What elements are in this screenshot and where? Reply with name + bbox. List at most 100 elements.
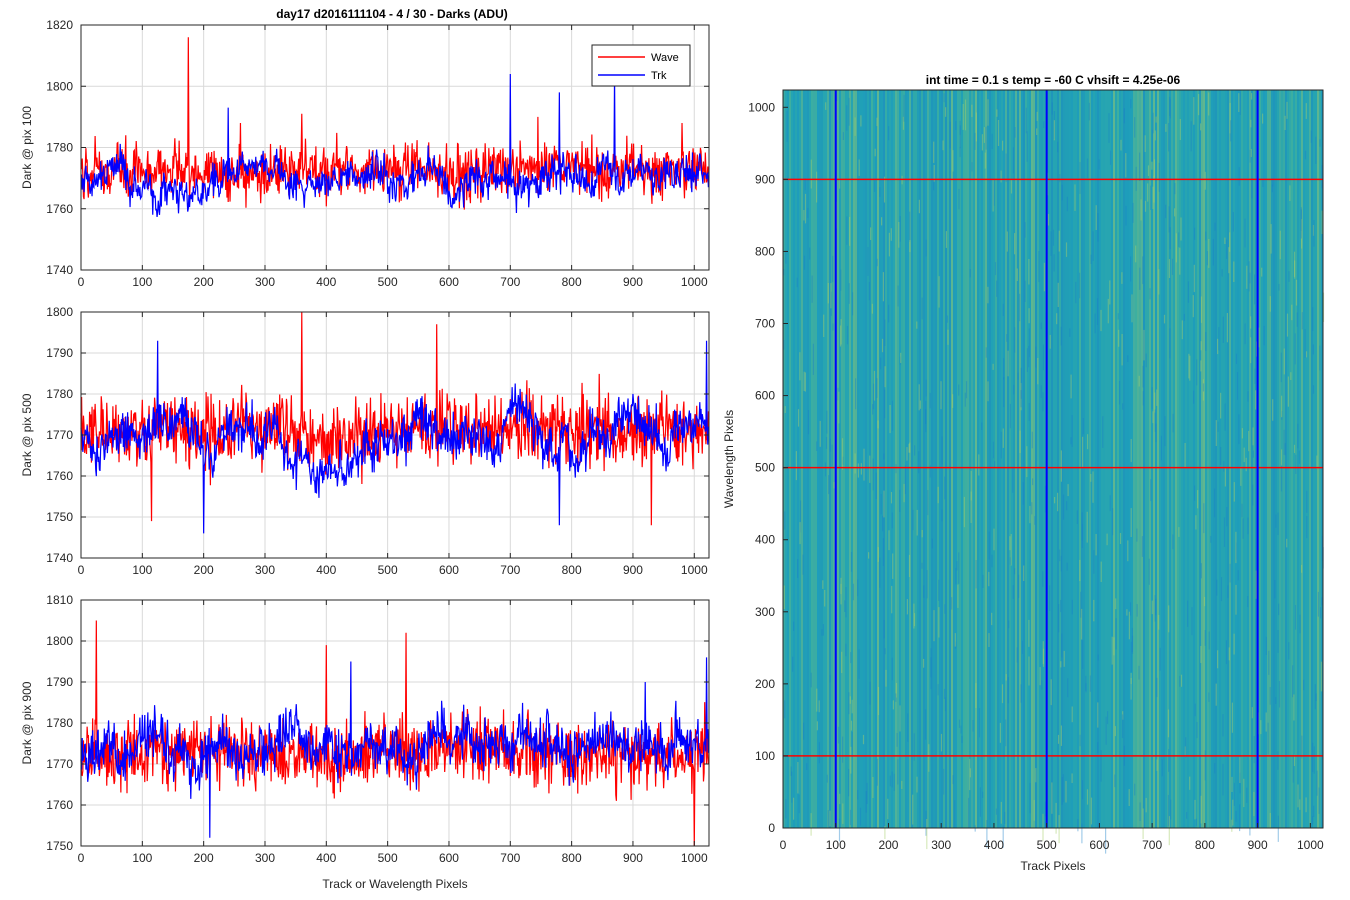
heatmap-streak <box>837 387 839 401</box>
subplot-dark-pix-500: 0 100 200 300 400 500 600 700 800 900 1000 1740 1750… <box>20 305 710 577</box>
heatmap-column <box>833 90 835 828</box>
heatmap-streak <box>1056 313 1058 325</box>
heatmap-streak <box>1270 224 1272 254</box>
heatmap-streak <box>1037 358 1039 385</box>
heatmap-column <box>1137 90 1139 828</box>
heatmap-streak <box>1253 792 1255 817</box>
heatmap-column <box>1095 90 1097 828</box>
heatmap-column <box>937 90 939 828</box>
heatmap-streak <box>1263 325 1265 346</box>
heatmap-column <box>1281 90 1283 828</box>
heatmap-streak <box>1249 827 1251 836</box>
heatmap-streak <box>852 583 855 601</box>
heatmap-column <box>1279 90 1281 828</box>
heatmap-streak <box>1203 503 1205 534</box>
heatmap-streak <box>841 438 844 470</box>
heatmap-column <box>1201 90 1203 828</box>
heatmap-streak <box>1258 327 1260 348</box>
heatmap-column <box>1055 90 1057 828</box>
heatmap-streak <box>1217 421 1219 432</box>
heatmap-streak <box>829 675 831 683</box>
heatmap-streak <box>1136 528 1138 542</box>
heatmap-streak <box>904 465 906 495</box>
heatmap-streak <box>883 176 886 203</box>
heatmap-streak <box>1066 501 1068 511</box>
heatmap-column <box>1047 90 1049 828</box>
heatmap-streak <box>1031 502 1033 515</box>
heatmap-streak <box>919 400 921 409</box>
heatmap-streak <box>797 559 799 578</box>
heatmap-streak <box>1315 136 1317 164</box>
heatmap-streak <box>1233 261 1235 282</box>
y-tick-label: 1770 <box>46 428 73 442</box>
heatmap-column <box>1003 90 1005 828</box>
heatmap-streak <box>1100 750 1102 782</box>
heatmap-streak <box>1230 120 1232 142</box>
heatmap-streak <box>903 94 905 122</box>
heatmap-streak <box>863 448 865 481</box>
heatmap-streak <box>1127 355 1129 362</box>
heatmap-streak <box>1240 466 1242 486</box>
heatmap-streak <box>791 771 793 803</box>
heatmap-streak <box>822 624 824 636</box>
y-tick-label: 1000 <box>748 100 775 114</box>
heatmap-streak <box>1093 550 1095 574</box>
heatmap-streak <box>1016 647 1018 663</box>
heatmap-streak <box>1026 348 1028 372</box>
heatmap-streak <box>940 381 942 410</box>
heatmap-streak <box>1202 379 1204 401</box>
legend-box <box>591 44 691 87</box>
heatmap-streak <box>1167 709 1170 738</box>
heatmap-column <box>1165 90 1167 828</box>
series-line-trk <box>80 73 709 218</box>
heatmap-streak <box>1216 579 1218 596</box>
heatmap-streak <box>1304 150 1307 160</box>
heatmap-streak <box>1085 675 1087 691</box>
heatmap-streak <box>872 777 874 798</box>
heatmap-streak <box>945 231 947 248</box>
heatmap-streak <box>954 633 956 647</box>
heatmap-streak <box>1092 471 1094 503</box>
heatmap-streak <box>1081 523 1083 549</box>
heatmap-column <box>1107 90 1109 828</box>
heatmap-streak <box>898 222 900 248</box>
heatmap-streak <box>1065 242 1068 257</box>
heatmap-streak <box>1271 184 1273 193</box>
heatmap-streak <box>806 763 808 771</box>
heatmap-streak <box>1154 392 1156 413</box>
heatmap-streak <box>1317 591 1319 617</box>
heatmap-streak <box>1233 482 1235 502</box>
heatmap-streak <box>883 490 885 518</box>
heatmap-streak <box>1241 503 1243 518</box>
heatmap-streak <box>1097 654 1099 661</box>
heatmap-streak <box>784 406 786 413</box>
y-tick-label: 1770 <box>46 757 73 771</box>
series-line-trk <box>80 340 709 534</box>
heatmap-column <box>943 90 945 828</box>
heatmap-streak <box>1267 722 1269 755</box>
heatmap-streak <box>1100 309 1102 332</box>
heatmap-streak <box>1249 272 1251 284</box>
heatmap-streak <box>1153 159 1156 178</box>
y-tick-label: 1750 <box>46 510 73 524</box>
heatmap-streak <box>1000 801 1002 824</box>
heatmap-streak <box>1096 298 1099 325</box>
heatmap-streak <box>844 600 846 612</box>
heatmap-streak <box>1158 269 1160 295</box>
heatmap-streak <box>1248 261 1250 292</box>
heatmap-streak <box>1233 782 1235 806</box>
x-tick-label: 700 <box>1142 838 1162 852</box>
heatmap-streak <box>1026 131 1028 162</box>
heatmap-streak <box>784 511 786 530</box>
heatmap-streak <box>857 463 859 478</box>
heatmap-streak <box>941 436 943 465</box>
heatmap-streak <box>1067 678 1069 698</box>
heatmap-streak <box>1060 450 1062 482</box>
heatmap-streak <box>1006 334 1008 342</box>
heatmap-streak <box>1042 344 1045 371</box>
heatmap-streak <box>1193 97 1195 125</box>
heatmap-streak <box>933 141 935 163</box>
heatmap-streak <box>958 552 960 584</box>
heatmap-streak <box>1293 754 1295 767</box>
